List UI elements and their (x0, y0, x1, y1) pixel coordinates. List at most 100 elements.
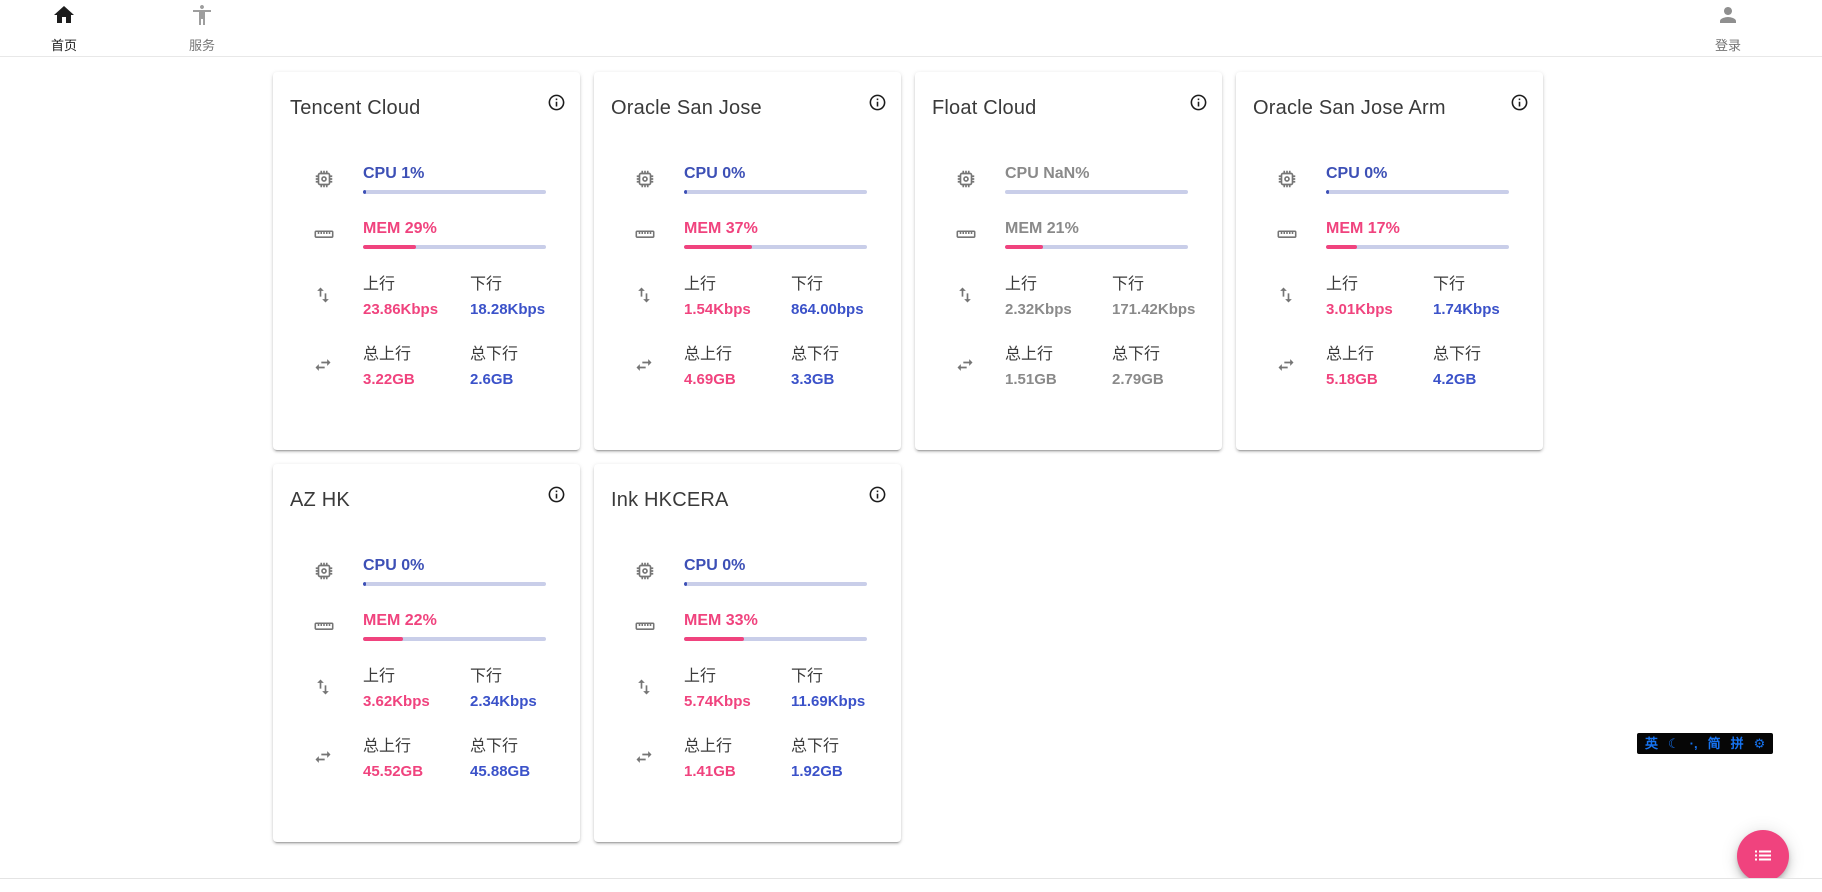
up-down-arrows-icon (313, 677, 363, 697)
mem-row: MEM 33% (634, 611, 901, 641)
info-icon[interactable] (868, 485, 887, 504)
ruler-icon (313, 615, 363, 637)
cpu-usage-label: CPU 0% (684, 557, 746, 574)
nav-item-services[interactable]: 服务 (156, 3, 248, 53)
swap-arrows-icon (1276, 355, 1326, 375)
total-up-label: 总上行 (1005, 346, 1054, 363)
down-speed-value: 171.42Kbps (1112, 301, 1196, 318)
nav-item-label: 服务 (188, 37, 215, 53)
server-cards-grid: Tencent Cloud CPU 1% (273, 72, 1543, 842)
gear-icon[interactable]: ⚙ (1753, 736, 1766, 751)
accessibility-icon (190, 3, 214, 32)
mem-row: MEM 21% (955, 219, 1222, 249)
total-down-value: 45.88GB (470, 763, 531, 780)
total-up-value: 3.22GB (363, 371, 415, 388)
server-name: Ink HKCERA (611, 489, 729, 511)
nav-item-label: 首页 (50, 37, 77, 53)
net-speed-row: 上行 1.54Kbps 下行 864.00bps (634, 275, 901, 319)
down-speed-label: 下行 (1112, 276, 1145, 293)
home-icon (52, 3, 76, 32)
nav-item-login[interactable]: 登录 (1682, 5, 1774, 53)
net-total-row: 总上行 3.22GB 总下行 2.6GB (313, 345, 580, 389)
total-down-value: 2.6GB (470, 371, 514, 388)
net-speed-row: 上行 3.01Kbps 下行 1.74Kbps (1276, 275, 1543, 319)
mem-row: MEM 37% (634, 219, 901, 249)
net-speed-row: 上行 2.32Kbps 下行 171.42Kbps (955, 275, 1222, 319)
cpu-usage-label: CPU 0% (684, 165, 746, 182)
net-speed-row: 上行 23.86Kbps 下行 18.28Kbps (313, 275, 580, 319)
mem-usage-label: MEM 37% (684, 220, 758, 237)
up-speed-label: 上行 (684, 276, 717, 293)
up-speed-label: 上行 (1005, 276, 1038, 293)
ime-toolbar: 英 ☾ ·, 简 拼 ⚙ (1637, 733, 1774, 754)
net-speed-row: 上行 5.74Kbps 下行 11.69Kbps (634, 667, 901, 711)
net-total-row: 总上行 45.52GB 总下行 45.88GB (313, 737, 580, 781)
total-up-value: 5.18GB (1326, 371, 1378, 388)
server-card: Tencent Cloud CPU 1% (273, 72, 580, 450)
total-down-label: 总下行 (791, 738, 840, 755)
up-speed-value: 5.74Kbps (684, 693, 751, 710)
down-speed-label: 下行 (470, 668, 503, 685)
cpu-row: CPU NaN% (955, 164, 1222, 194)
net-speed-row: 上行 3.62Kbps 下行 2.34Kbps (313, 667, 580, 711)
cpu-row: CPU 0% (634, 164, 901, 194)
mem-usage-label: MEM 22% (363, 612, 437, 629)
info-icon[interactable] (547, 485, 566, 504)
down-speed-label: 下行 (791, 276, 824, 293)
cpu-chip-icon (313, 560, 363, 582)
ime-simplified-button[interactable]: 简 (1707, 736, 1721, 751)
server-list-fab[interactable] (1737, 830, 1789, 882)
swap-arrows-icon (313, 355, 363, 375)
total-up-value: 1.41GB (684, 763, 736, 780)
cpu-progress-bar (363, 190, 546, 194)
total-down-value: 3.3GB (791, 371, 835, 388)
mem-progress-bar (363, 245, 546, 249)
mem-progress-bar (684, 637, 867, 641)
info-icon[interactable] (547, 93, 566, 112)
server-name: AZ HK (290, 489, 350, 511)
ruler-icon (634, 615, 684, 637)
cpu-chip-icon (955, 168, 1005, 190)
server-name: Tencent Cloud (290, 97, 421, 119)
total-up-label: 总上行 (684, 346, 733, 363)
list-icon (1751, 843, 1775, 870)
up-speed-value: 23.86Kbps (363, 301, 439, 318)
up-down-arrows-icon (1276, 285, 1326, 305)
punctuation-icon[interactable]: ·, (1689, 736, 1698, 751)
net-total-row: 总上行 5.18GB 总下行 4.2GB (1276, 345, 1543, 389)
cpu-progress-bar (684, 190, 867, 194)
info-icon[interactable] (868, 93, 887, 112)
ime-pinyin-button[interactable]: 拼 (1730, 736, 1744, 751)
total-up-value: 45.52GB (363, 763, 424, 780)
server-card: AZ HK CPU 0% (273, 464, 580, 842)
ruler-icon (634, 223, 684, 245)
ruler-icon (1276, 223, 1326, 245)
cpu-row: CPU 0% (634, 556, 901, 586)
total-up-label: 总上行 (363, 738, 412, 755)
up-speed-label: 上行 (363, 668, 396, 685)
total-up-label: 总上行 (363, 346, 412, 363)
total-down-label: 总下行 (791, 346, 840, 363)
total-up-label: 总上行 (684, 738, 733, 755)
total-down-value: 2.79GB (1112, 371, 1164, 388)
info-icon[interactable] (1189, 93, 1208, 112)
info-icon[interactable] (1510, 93, 1529, 112)
up-down-arrows-icon (955, 285, 1005, 305)
total-up-value: 1.51GB (1005, 371, 1057, 388)
cpu-usage-label: CPU 0% (363, 557, 425, 574)
nav-item-home[interactable]: 首页 (18, 3, 110, 53)
total-down-label: 总下行 (1433, 346, 1482, 363)
cpu-row: CPU 0% (1276, 164, 1543, 194)
total-down-label: 总下行 (1112, 346, 1161, 363)
server-card: Oracle San Jose CPU 0% (594, 72, 901, 450)
up-speed-value: 3.62Kbps (363, 693, 430, 710)
cpu-chip-icon (313, 168, 363, 190)
net-total-row: 总上行 1.51GB 总下行 2.79GB (955, 345, 1222, 389)
cpu-row: CPU 1% (313, 164, 580, 194)
cpu-usage-label: CPU NaN% (1005, 165, 1090, 182)
ime-lang-button[interactable]: 英 (1645, 736, 1659, 751)
moon-icon[interactable]: ☾ (1668, 736, 1680, 751)
mem-usage-label: MEM 17% (1326, 220, 1400, 237)
mem-row: MEM 29% (313, 219, 580, 249)
